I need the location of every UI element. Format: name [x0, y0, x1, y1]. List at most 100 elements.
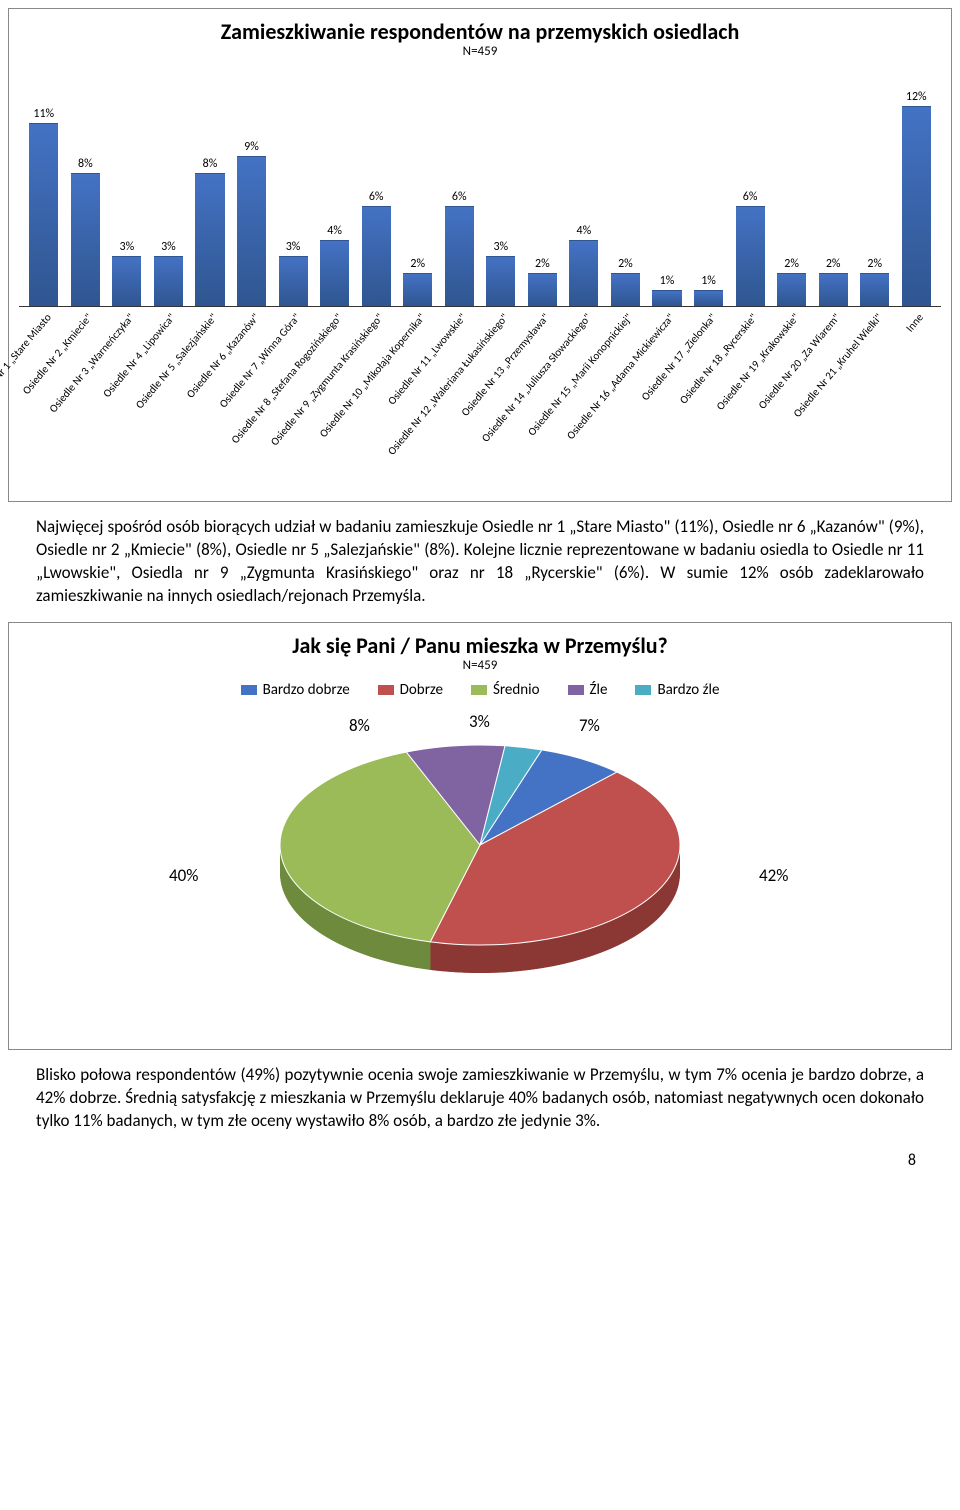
legend-item: Dobrze — [378, 681, 443, 699]
bar-value-label: 1% — [660, 274, 675, 288]
bar-value-label: 2% — [867, 257, 882, 271]
bar-rect — [860, 273, 889, 306]
pie-chart-plot: 7% 3% 8% 40% 42% — [19, 705, 941, 1045]
pie-slice-label: 3% — [469, 711, 490, 732]
bar-column: 9% — [231, 140, 273, 306]
bar-value-label: 2% — [410, 257, 425, 271]
legend-swatch — [635, 685, 651, 695]
legend-label: Średnio — [493, 681, 540, 699]
paragraph-1: Najwięcej spośród osób biorących udział … — [36, 516, 924, 608]
bar-rect — [154, 256, 183, 306]
legend-item: Średnio — [471, 681, 540, 699]
bar-rect — [112, 256, 141, 306]
bar-value-label: 11% — [33, 107, 54, 121]
bar-rect — [652, 290, 681, 307]
bar-value-label: 3% — [286, 240, 301, 254]
bar-rect — [611, 273, 640, 306]
pie-chart-title: Jak się Pani / Panu mieszka w Przemyślu? — [19, 633, 941, 658]
bar-column: 11% — [23, 107, 65, 306]
bar-column: 3% — [148, 240, 190, 306]
legend-swatch — [471, 685, 487, 695]
legend-swatch — [568, 685, 584, 695]
bar-value-label: 6% — [369, 190, 384, 204]
bar-rect — [237, 156, 266, 306]
bar-column: 6% — [438, 190, 480, 306]
pie-slice-label: 42% — [759, 865, 788, 886]
legend-label: Bardzo dobrze — [263, 681, 350, 699]
pie-slice-label: 40% — [169, 865, 198, 886]
bar-column: 6% — [355, 190, 397, 306]
bar-category: Inne — [895, 307, 937, 497]
bar-value-label: 3% — [493, 240, 508, 254]
bar-value-label: 8% — [203, 157, 218, 171]
bar-column: 1% — [646, 274, 688, 307]
bar-value-label: 8% — [78, 157, 93, 171]
legend-item: Bardzo źle — [635, 681, 719, 699]
bar-column: 2% — [605, 257, 647, 306]
bar-rect — [195, 173, 224, 306]
bar-column: 4% — [563, 224, 605, 307]
bar-value-label: 2% — [784, 257, 799, 271]
bar-rect — [528, 273, 557, 306]
bar-chart-title: Zamieszkiwanie respondentów na przemyski… — [19, 19, 941, 44]
bar-category: Osiedle Nr 2 „Kmiecie" — [65, 307, 107, 497]
pie-chart-subtitle: N=459 — [19, 658, 941, 673]
bar-value-label: 12% — [906, 90, 927, 104]
legend-label: Bardzo źle — [657, 681, 719, 699]
bar-category: Osiedle Nr 20 „Za Wiarem" — [812, 307, 854, 497]
bar-value-label: 9% — [244, 140, 259, 154]
paragraph-2: Blisko połowa respondentów (49%) pozytyw… — [36, 1064, 924, 1133]
bar-rect — [486, 256, 515, 306]
bar-column: 8% — [189, 157, 231, 306]
bar-column: 6% — [729, 190, 771, 306]
pie-slice-label: 7% — [579, 715, 600, 736]
bar-rect — [736, 206, 765, 306]
bar-rect — [362, 206, 391, 306]
bar-rect — [569, 240, 598, 307]
bar-column: 12% — [895, 90, 937, 306]
pie-chart-container: Jak się Pani / Panu mieszka w Przemyślu?… — [8, 622, 952, 1050]
bar-value-label: 6% — [452, 190, 467, 204]
bar-value-label: 6% — [743, 190, 758, 204]
bar-value-label: 2% — [826, 257, 841, 271]
bar-rect — [71, 173, 100, 306]
bar-rect — [445, 206, 474, 306]
bar-category-label: Inne — [904, 311, 927, 335]
bar-rect — [902, 106, 931, 306]
bar-rect — [777, 273, 806, 306]
bar-rect — [29, 123, 58, 306]
legend-label: Źle — [590, 681, 608, 699]
bar-rect — [279, 256, 308, 306]
bar-category: Osiedle Nr 15 „Marii Konopnickiej" — [605, 307, 647, 497]
bar-column: 4% — [314, 224, 356, 307]
bar-column: 2% — [854, 257, 896, 306]
bar-column: 2% — [397, 257, 439, 306]
pie-svg — [200, 705, 760, 1005]
bar-column: 2% — [771, 257, 813, 306]
bar-value-label: 3% — [120, 240, 135, 254]
legend-label: Dobrze — [400, 681, 443, 699]
bar-column: 8% — [65, 157, 107, 306]
bar-column: 3% — [106, 240, 148, 306]
legend-item: Bardzo dobrze — [241, 681, 350, 699]
bar-rect — [694, 290, 723, 307]
bar-chart-subtitle: N=459 — [19, 44, 941, 59]
bar-column: 2% — [522, 257, 564, 306]
legend-item: Źle — [568, 681, 608, 699]
bar-chart-plot: 11% 8% 3% 3% 8% 9% 3% 4% 6% 2% 6% 3% 2% 4% 2% 1% 1% 6% 2% 2… — [19, 67, 941, 307]
bar-chart-container: Zamieszkiwanie respondentów na przemyski… — [8, 8, 952, 502]
bar-category: Osiedle Nr 21 „Kruhel Wielki" — [854, 307, 896, 497]
pie-chart-legend: Bardzo dobrze Dobrze Średnio Źle Bardzo źle — [19, 681, 941, 699]
bar-value-label: 1% — [701, 274, 716, 288]
pie-slice-label: 8% — [349, 715, 370, 736]
bar-value-label: 4% — [327, 224, 342, 238]
bar-column: 2% — [812, 257, 854, 306]
bar-column: 3% — [480, 240, 522, 306]
bar-chart-categories: Osiedle Nr 1 „Stare MiastoOsiedle Nr 2 „… — [19, 307, 941, 497]
bar-value-label: 3% — [161, 240, 176, 254]
bar-value-label: 4% — [577, 224, 592, 238]
legend-swatch — [241, 685, 257, 695]
bar-rect — [403, 273, 432, 306]
bar-rect — [320, 240, 349, 307]
bar-value-label: 2% — [618, 257, 633, 271]
